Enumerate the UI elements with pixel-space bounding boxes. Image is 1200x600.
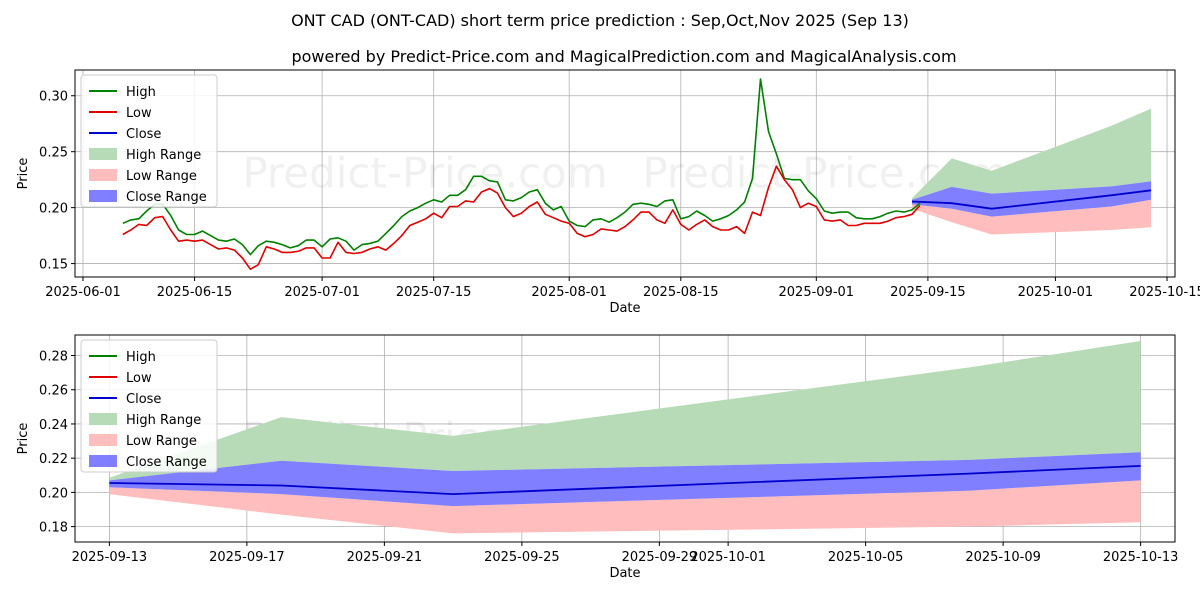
x-tick-label: 2025-08-01	[531, 285, 607, 300]
y-tick-label: 0.20	[39, 202, 68, 217]
x-tick-label: 2025-09-01	[779, 285, 855, 300]
legend-swatch	[89, 455, 117, 467]
chart-subtitle: powered by Predict-Price.com and Magical…	[291, 47, 956, 66]
legend-label: Close	[126, 127, 161, 142]
y-tick-label: 0.30	[39, 90, 68, 105]
x-tick-label: 2025-07-01	[284, 285, 360, 300]
legend-label: Close Range	[126, 190, 207, 205]
legend-swatch	[89, 148, 117, 160]
legend-label: High Range	[126, 413, 201, 428]
x-tick-label: 2025-10-01	[690, 550, 766, 565]
legend-label: Low Range	[126, 434, 197, 449]
x-tick-label: 2025-09-21	[347, 550, 423, 565]
x-tick-label: 2025-06-15	[157, 285, 233, 300]
y-axis-label: Price	[16, 158, 31, 190]
x-tick-label: 2025-10-13	[1103, 550, 1179, 565]
low-range-band	[109, 480, 1141, 534]
x-tick-label: 2025-09-25	[484, 550, 560, 565]
legend-label: Low Range	[126, 169, 197, 184]
x-tick-label: 2025-07-15	[396, 285, 472, 300]
legend-label: Low	[126, 106, 152, 121]
legend-swatch	[89, 434, 117, 446]
x-tick-label: 2025-10-05	[828, 550, 904, 565]
y-tick-label: 0.15	[39, 258, 68, 273]
y-tick-label: 0.20	[39, 486, 68, 501]
close-range-band	[109, 452, 1141, 507]
top-chart-panel: Predict-Price.com Predict-Price.com2025-0…	[16, 69, 1200, 316]
legend-swatch	[89, 413, 117, 425]
y-tick-label: 0.28	[39, 350, 68, 365]
y-axis-label: Price	[16, 423, 31, 455]
x-tick-label: 2025-10-09	[965, 550, 1041, 565]
high-price-line	[122, 78, 921, 256]
x-tick-label: 2025-09-17	[209, 550, 285, 565]
x-axis-label: Date	[609, 301, 640, 316]
high-range-band	[912, 108, 1152, 200]
close-price-line	[109, 465, 1141, 496]
legend-swatch	[89, 169, 117, 181]
x-tick-label: 2025-09-29	[622, 550, 698, 565]
legend-label: High	[126, 350, 156, 365]
legend-label: High Range	[126, 148, 201, 163]
low-range-band	[912, 199, 1152, 235]
legend-label: Close	[126, 392, 161, 407]
close-price-line	[911, 189, 1152, 210]
legend-label: Close Range	[126, 455, 207, 470]
plot-frame	[74, 334, 1176, 543]
y-tick-label: 0.24	[39, 418, 68, 433]
y-tick-label: 0.25	[39, 146, 68, 161]
legend-label: High	[126, 85, 156, 100]
x-tick-label: 2025-09-13	[72, 550, 148, 565]
x-tick-label: 2025-08-15	[643, 285, 719, 300]
low-price-line	[122, 165, 921, 270]
legend-label: Low	[126, 371, 152, 386]
plot-frame	[74, 69, 1176, 278]
y-tick-label: 0.18	[39, 521, 68, 536]
x-tick-label: 2025-10-01	[1018, 285, 1094, 300]
y-tick-label: 0.22	[39, 452, 68, 467]
y-tick-label: 0.26	[39, 384, 68, 399]
x-tick-label: 2025-10-15	[1129, 285, 1200, 300]
close-range-band	[912, 181, 1152, 217]
high-range-band	[109, 341, 1141, 481]
x-tick-label: 2025-09-15	[890, 285, 966, 300]
bottom-chart-panel: Predict-Price.comPredict-Price.com2025-0…	[16, 334, 1179, 581]
x-tick-label: 2025-06-01	[45, 285, 121, 300]
x-axis-label: Date	[609, 566, 640, 581]
legend-swatch	[89, 190, 117, 202]
chart-title: ONT CAD (ONT-CAD) short term price predi…	[291, 11, 909, 30]
watermark-text: Predict-Price.com	[242, 149, 607, 198]
